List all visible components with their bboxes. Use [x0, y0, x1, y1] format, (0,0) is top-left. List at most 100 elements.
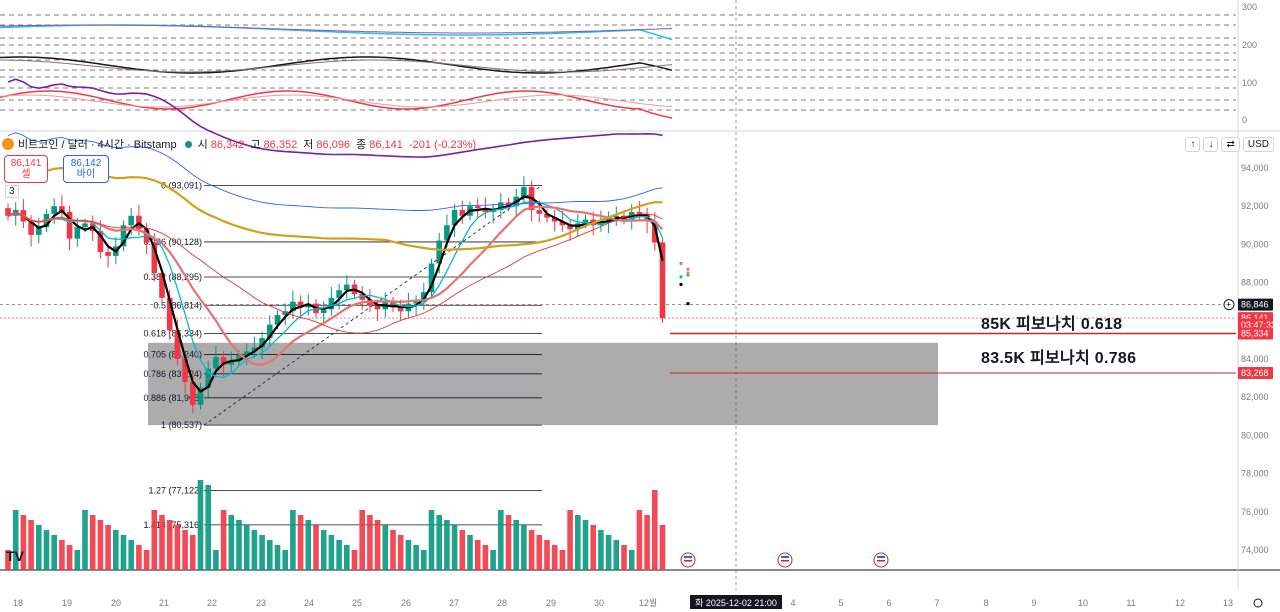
volume-bar — [28, 520, 34, 570]
osc-line-pink — [0, 94, 673, 108]
settings-icon — [1253, 598, 1263, 608]
candle-body — [328, 297, 335, 310]
time-axis-label: 13 — [1223, 598, 1233, 608]
price-tag-bg — [1238, 298, 1273, 311]
bitcoin-icon — [2, 138, 14, 150]
osc-axis-label: 300 — [1242, 2, 1257, 12]
candle-body — [567, 225, 573, 230]
fib-label-1: 0.236 (90,128) — [143, 237, 202, 247]
volume-bar — [498, 510, 504, 570]
tradingview-logo[interactable]: TV — [6, 548, 24, 564]
projection-dot — [679, 261, 683, 266]
volume-bar — [451, 525, 458, 570]
price-tag-bg — [1238, 366, 1273, 379]
candle-body — [274, 315, 281, 325]
volume-bar — [644, 515, 650, 570]
candle-body — [559, 221, 566, 226]
currency-select[interactable]: USD — [1242, 137, 1274, 152]
volume-bar — [251, 530, 258, 570]
volume-bar — [159, 515, 165, 570]
crosshair-time-bg — [690, 595, 782, 609]
volume-bar — [467, 535, 473, 570]
time-axis-label: 7 — [934, 598, 939, 608]
volume-bar — [243, 525, 250, 570]
buy-button[interactable]: 86,142 바이 — [63, 155, 109, 183]
candle-body — [236, 355, 242, 361]
volume-bar — [313, 525, 319, 570]
candle-body — [459, 210, 466, 216]
time-axis-label: 22 — [207, 598, 217, 608]
volume-bar — [113, 530, 119, 570]
volume-bar — [590, 525, 596, 570]
sell-button[interactable]: 86,141 셀 — [4, 155, 48, 183]
fib-annotation-786[interactable]: 83.5K 피보나치 0.786 — [981, 350, 1137, 367]
ma-black — [7, 195, 664, 393]
volume-bar — [636, 510, 643, 570]
volume-bar — [544, 540, 550, 570]
volume-bar — [151, 510, 158, 570]
volume-bar — [390, 530, 396, 570]
candle-body — [374, 305, 381, 310]
candle-body — [498, 202, 504, 211]
time-axis-label: 18 — [13, 598, 23, 608]
candle-body — [5, 208, 11, 216]
volume-bar — [444, 520, 450, 570]
candle-body — [652, 221, 658, 243]
oscillator-pane — [0, 0, 1238, 130]
candle-body — [428, 263, 435, 293]
time-axis-label: 12월 — [639, 597, 657, 608]
volume-bar — [382, 525, 389, 570]
volume-bar — [120, 535, 127, 570]
ohlc-values: 시 86,342 고 86,352 저 86,096 종 86,141 -201 (-0… — [197, 139, 477, 151]
volume-bar — [143, 550, 150, 570]
chart-toolbar: ↑ ↓ ⇄ USD — [1185, 137, 1274, 152]
volume-bar — [12, 510, 19, 570]
candle-body — [251, 347, 258, 352]
volume-bar — [36, 525, 42, 570]
time-axis-label: 26 — [401, 598, 411, 608]
replay-icon[interactable]: ⇄ — [1221, 137, 1240, 152]
candle-body — [243, 351, 250, 356]
price-tag-0: 86,846 — [1241, 300, 1269, 310]
volume-bar — [367, 515, 373, 570]
candle-body — [320, 309, 327, 314]
candle-body — [74, 227, 81, 239]
candle-body — [59, 206, 65, 212]
candle-body — [605, 217, 612, 222]
candle-body — [413, 301, 419, 304]
price-tag-3: 85,334 — [1241, 329, 1269, 339]
candle-body — [166, 297, 173, 331]
volume-bar — [197, 480, 204, 570]
volume-bar — [66, 545, 73, 570]
candle-body — [297, 301, 304, 308]
volume-bar — [582, 520, 589, 570]
fib-annotation-618[interactable]: 85K 피보나치 0.618 — [981, 316, 1123, 333]
fib-label-0: 0 (93,091) — [161, 180, 202, 190]
symbol-title[interactable]: 비트코인 / 달러 · 4시간 · Bitstamp — [2, 136, 177, 152]
time-axis-label: 27 — [449, 598, 459, 608]
arrow-up-icon[interactable]: ↑ — [1185, 137, 1201, 152]
volume-bar — [559, 550, 566, 570]
time-axis-label: 8 — [983, 598, 988, 608]
time-axis-label: 11 — [1126, 598, 1135, 608]
volume-bar — [359, 510, 365, 570]
price-axis-label: 78,000 — [1241, 469, 1269, 479]
volume-bar — [182, 530, 188, 570]
candle-body — [451, 210, 458, 226]
volume-bar — [190, 535, 196, 570]
volume-bar — [613, 540, 620, 570]
price-tag-bg — [1238, 327, 1273, 340]
time-axis-label: 30 — [594, 598, 604, 608]
volume-bar — [328, 535, 335, 570]
volume-bar — [397, 535, 404, 570]
volume-bar — [267, 540, 273, 570]
fib-label-8: 1 (80,537) — [161, 420, 202, 430]
arrow-down-icon[interactable]: ↓ — [1203, 137, 1219, 152]
ma-red-thin — [7, 212, 663, 334]
volume-bar — [374, 520, 381, 570]
order-quantity[interactable]: 3 — [5, 185, 19, 198]
candle-body — [282, 311, 288, 316]
candle-body — [182, 359, 188, 382]
time-axis-label: 9 — [1031, 598, 1036, 608]
